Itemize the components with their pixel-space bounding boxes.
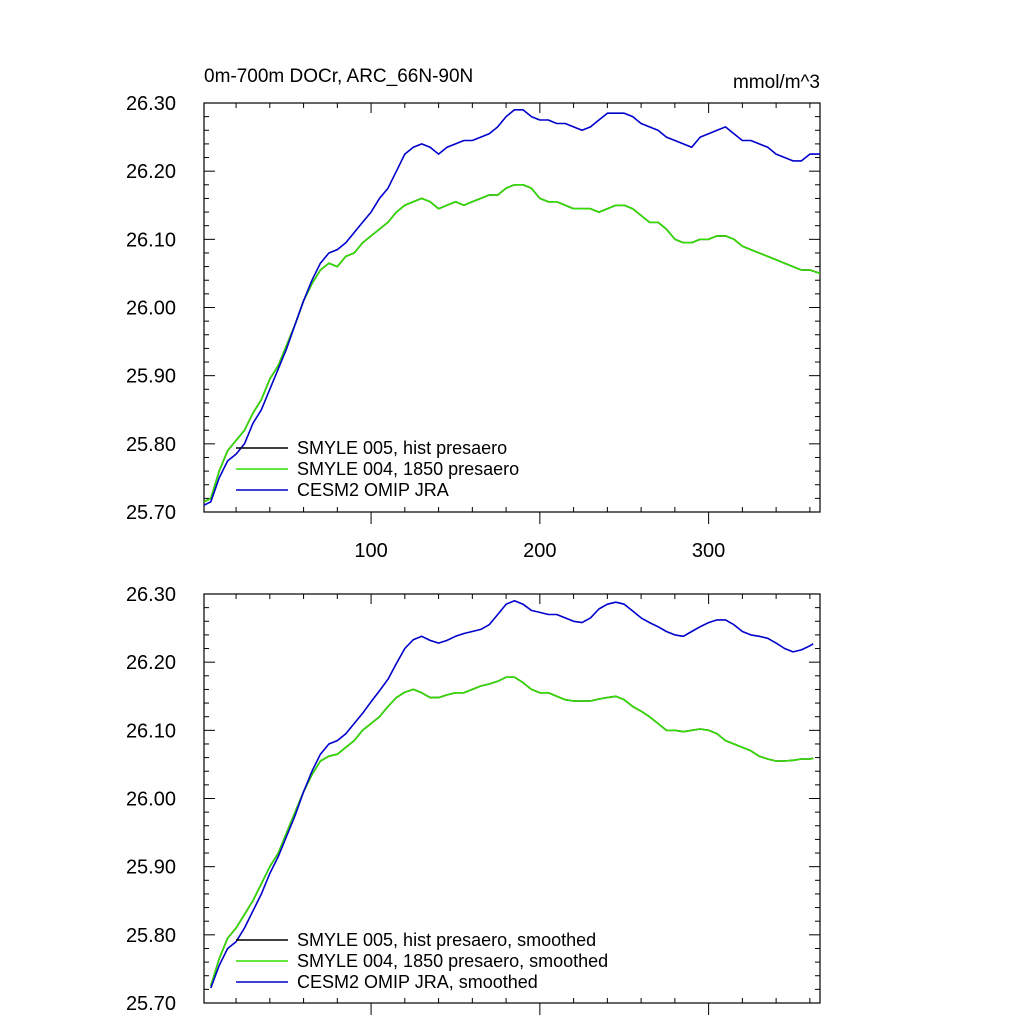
panel-title: 0m-700m DOCr, ARC_66N-90N — [204, 66, 473, 87]
y-tick-label: 26.10 — [126, 720, 176, 742]
legend-label: SMYLE 004, 1850 presaero — [297, 459, 519, 479]
y-tick-label: 26.00 — [126, 789, 176, 811]
y-tick-label: 25.80 — [126, 925, 176, 947]
y-tick-label: 25.70 — [126, 993, 176, 1015]
series-line — [210, 676, 814, 987]
y-tick-label: 25.70 — [126, 502, 176, 524]
y-tick-label: 26.10 — [126, 229, 176, 251]
x-tick-label: 300 — [692, 540, 725, 562]
units-label: mmol/m^3 — [733, 72, 820, 93]
x-tick-label: 200 — [523, 540, 556, 562]
y-tick-label: 25.80 — [126, 434, 176, 456]
y-tick-label: 26.00 — [126, 298, 176, 320]
legend-label: CESM2 OMIP JRA — [297, 480, 449, 500]
y-tick-label: 26.30 — [126, 93, 176, 115]
bottom-panel: 25.70 25.80 25.90 26.00 26.10 26.20 26.30 SMYLE… — [126, 584, 821, 1015]
y-tick-label: 25.90 — [126, 366, 176, 388]
series-line — [203, 109, 820, 506]
y-tick-label: 26.20 — [126, 161, 176, 183]
y-tick-label: 26.30 — [126, 584, 176, 606]
legend-label: SMYLE 005, hist presaero, smoothed — [297, 930, 596, 950]
top-panel: 0m-700m DOCr, ARC_66N-90N mmol/m^3 100 20… — [126, 66, 821, 562]
legend-label: CESM2 OMIP JRA, smoothed — [297, 972, 538, 992]
y-tick-label: 25.90 — [126, 857, 176, 879]
legend-label: SMYLE 004, 1850 presaero, smoothed — [297, 951, 608, 971]
series-line — [210, 600, 814, 989]
x-tick-label: 100 — [354, 540, 387, 562]
y-tick-label: 26.20 — [126, 652, 176, 674]
legend-label: SMYLE 005, hist presaero — [297, 438, 507, 458]
